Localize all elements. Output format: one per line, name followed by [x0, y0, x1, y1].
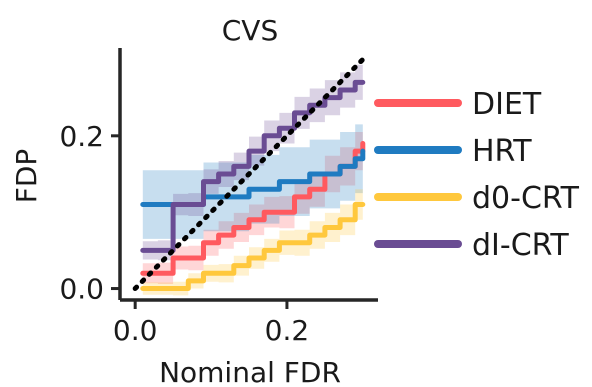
- reference-line: [132, 56, 366, 292]
- band-diet: [142, 124, 363, 285]
- y-tick-label: 0.2: [59, 120, 104, 153]
- x-tick-label: 0.2: [265, 314, 310, 347]
- band-d0-crt: [142, 189, 363, 296]
- legend-label-d0-crt: d0-CRT: [472, 181, 580, 216]
- series-lines: [140, 79, 366, 291]
- x-axis-label: Nominal FDR: [159, 356, 341, 387]
- legend-label-di-crt: dI-CRT: [472, 228, 569, 263]
- reference-line-group: [132, 56, 366, 292]
- legend-label-hrt: HRT: [472, 134, 532, 169]
- y-tick-label: 0.0: [59, 273, 104, 306]
- legend: DIET HRT d0-CRT dI-CRT: [374, 87, 580, 263]
- line-di-crt: [140, 79, 366, 253]
- legend-label-diet: DIET: [472, 87, 542, 122]
- x-tick-label: 0.0: [113, 314, 158, 347]
- band-hrt: [142, 116, 363, 239]
- line-d0-crt: [140, 202, 366, 291]
- chart-title: CVS: [222, 14, 278, 47]
- axes: 0.0 0.2 0.0 0.2: [59, 48, 378, 347]
- y-axis-label: FDP: [10, 149, 43, 204]
